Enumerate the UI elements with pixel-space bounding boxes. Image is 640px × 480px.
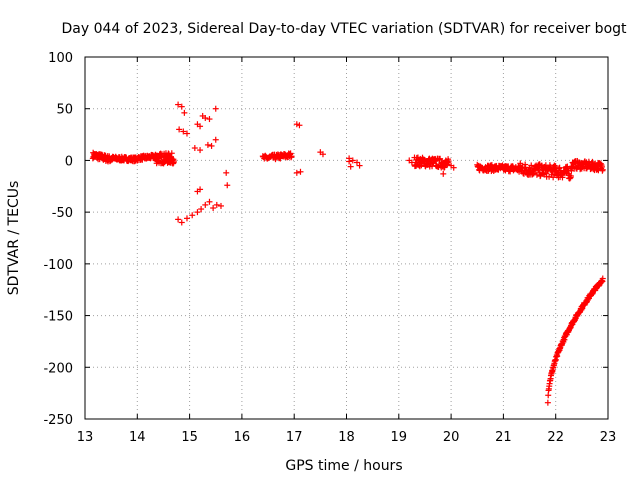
- data-point: [180, 128, 187, 135]
- x-tick-label: 14: [129, 430, 146, 445]
- data-point: [183, 130, 190, 137]
- data-point: [202, 201, 209, 208]
- data-point: [288, 153, 295, 160]
- data-point: [175, 101, 182, 108]
- data-point: [181, 109, 188, 116]
- x-tick-label: 15: [181, 430, 198, 445]
- data-point: [212, 105, 219, 112]
- x-tick-label: 19: [391, 430, 408, 445]
- x-tick-label: 20: [443, 430, 460, 445]
- data-point: [353, 159, 360, 166]
- data-point: [450, 164, 457, 171]
- data-point: [440, 170, 447, 177]
- data-point: [544, 399, 551, 406]
- x-tick-label: 23: [600, 430, 617, 445]
- data-point: [170, 158, 177, 165]
- data-point: [202, 115, 209, 122]
- data-point: [550, 174, 557, 181]
- data-point: [599, 275, 606, 282]
- y-tick-label: -100: [43, 258, 73, 273]
- data-point: [346, 155, 353, 162]
- data-point: [223, 169, 230, 176]
- data-point: [178, 219, 185, 226]
- chart-title: Day 044 of 2023, Sidereal Day-to-day VTE…: [61, 21, 627, 37]
- data-point: [349, 157, 356, 164]
- data-point: [197, 186, 204, 193]
- y-tick-label: 0: [65, 154, 73, 169]
- data-point: [356, 162, 363, 169]
- x-axis-label: GPS time / hours: [285, 458, 402, 474]
- data-point: [168, 150, 175, 157]
- data-point: [212, 136, 219, 143]
- data-point: [599, 166, 606, 173]
- data-point: [189, 212, 196, 219]
- x-tick-label: 13: [77, 430, 94, 445]
- data-point: [408, 159, 415, 166]
- data-point: [530, 170, 537, 177]
- grid-lines: [85, 57, 608, 419]
- x-tick-label: 18: [338, 430, 355, 445]
- data-point: [206, 116, 213, 123]
- data-point: [445, 158, 452, 165]
- y-axis-label: SDTVAR / TECUs: [6, 181, 22, 296]
- data-point: [206, 198, 213, 205]
- x-tick-label: 22: [547, 430, 564, 445]
- data-point: [191, 145, 198, 152]
- y-tick-label: 100: [48, 51, 73, 66]
- x-tick-label: 17: [286, 430, 303, 445]
- data-point: [175, 216, 182, 223]
- data-point: [594, 166, 601, 173]
- x-tick-label: 16: [234, 430, 251, 445]
- y-tick-label: 50: [56, 103, 73, 118]
- data-point: [208, 142, 215, 149]
- data-point: [183, 215, 190, 222]
- data-point: [204, 141, 211, 148]
- x-tick-label: 21: [495, 430, 512, 445]
- data-points: [89, 101, 606, 406]
- data-point: [319, 151, 326, 158]
- data-point: [198, 206, 205, 213]
- data-point: [194, 209, 201, 216]
- data-point: [296, 122, 303, 129]
- data-point: [197, 147, 204, 154]
- data-point: [293, 169, 300, 176]
- y-tick-label: -150: [43, 310, 73, 325]
- data-point: [437, 155, 444, 162]
- data-point: [213, 201, 220, 208]
- data-point: [293, 121, 300, 128]
- data-point: [224, 182, 231, 189]
- data-point: [176, 126, 183, 133]
- data-point: [347, 163, 354, 170]
- data-point: [567, 173, 574, 180]
- y-tick-label: -50: [52, 206, 73, 221]
- data-point: [178, 103, 185, 110]
- data-point: [210, 205, 217, 212]
- y-tick-label: -200: [43, 361, 73, 376]
- data-point: [197, 123, 204, 130]
- data-point: [556, 164, 563, 171]
- data-point: [217, 202, 224, 209]
- axis-ticks: 13 14 15 16 17 18 19 20 21 22 23 100 50 0 -50 -100 -150 -…: [43, 51, 616, 445]
- data-point: [297, 168, 304, 175]
- y-tick-label: -250: [43, 413, 73, 428]
